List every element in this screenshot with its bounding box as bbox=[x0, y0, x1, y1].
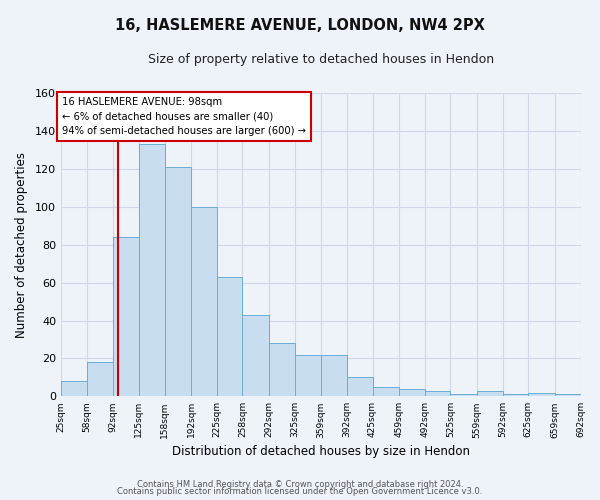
Bar bbox=[164, 167, 191, 396]
Bar bbox=[321, 354, 347, 397]
Y-axis label: Number of detached properties: Number of detached properties bbox=[15, 152, 28, 338]
Bar bbox=[86, 362, 113, 396]
Bar bbox=[503, 394, 529, 396]
Text: 16 HASLEMERE AVENUE: 98sqm
← 6% of detached houses are smaller (40)
94% of semi-: 16 HASLEMERE AVENUE: 98sqm ← 6% of detac… bbox=[62, 97, 307, 136]
Text: Contains HM Land Registry data © Crown copyright and database right 2024.: Contains HM Land Registry data © Crown c… bbox=[137, 480, 463, 489]
Bar bbox=[399, 388, 425, 396]
Bar bbox=[477, 390, 503, 396]
Text: 16, HASLEMERE AVENUE, LONDON, NW4 2PX: 16, HASLEMERE AVENUE, LONDON, NW4 2PX bbox=[115, 18, 485, 32]
Bar bbox=[191, 207, 217, 396]
Bar bbox=[451, 394, 477, 396]
Title: Size of property relative to detached houses in Hendon: Size of property relative to detached ho… bbox=[148, 52, 494, 66]
Bar bbox=[373, 387, 399, 396]
Bar bbox=[555, 394, 581, 396]
Bar bbox=[425, 390, 451, 396]
Bar bbox=[217, 277, 242, 396]
Bar bbox=[242, 315, 269, 396]
Bar bbox=[139, 144, 164, 397]
Bar bbox=[113, 237, 139, 396]
Bar bbox=[61, 381, 86, 396]
Text: Contains public sector information licensed under the Open Government Licence v3: Contains public sector information licen… bbox=[118, 487, 482, 496]
Bar bbox=[347, 378, 373, 396]
Bar bbox=[295, 354, 321, 397]
Bar bbox=[269, 343, 295, 396]
Bar bbox=[529, 392, 555, 396]
X-axis label: Distribution of detached houses by size in Hendon: Distribution of detached houses by size … bbox=[172, 444, 470, 458]
